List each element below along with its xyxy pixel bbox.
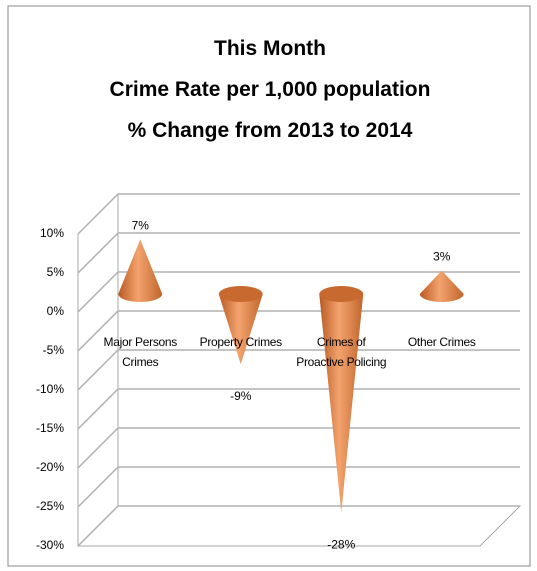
grid-line bbox=[77, 349, 520, 391]
cone bbox=[218, 286, 263, 365]
grid-line bbox=[77, 427, 520, 469]
cone-part bbox=[218, 286, 263, 302]
cone-part bbox=[419, 270, 464, 302]
grid-line bbox=[77, 193, 520, 235]
y-tick-label: -25% bbox=[36, 499, 64, 513]
y-tick-label: -20% bbox=[36, 460, 64, 474]
x-tick-label: Other Crimes bbox=[407, 335, 476, 349]
grid-line bbox=[77, 232, 520, 274]
cone-part bbox=[319, 286, 364, 302]
x-tick-label: Crimes of Proactive Policing bbox=[296, 335, 387, 369]
chart-title: % Change from 2013 to 2014 bbox=[128, 119, 413, 142]
y-tick-label: 10% bbox=[40, 226, 64, 240]
floor bbox=[76, 505, 522, 547]
y-tick-label: -15% bbox=[36, 421, 64, 435]
grid-line bbox=[77, 310, 520, 352]
y-tick-label: 0% bbox=[47, 304, 65, 318]
x-tick-label: Major Persons Crimes bbox=[103, 335, 178, 369]
cone-part bbox=[319, 294, 364, 513]
cone-part bbox=[218, 294, 263, 365]
cone bbox=[419, 270, 464, 302]
data-label: -28% bbox=[327, 537, 355, 551]
y-tick-label: -10% bbox=[36, 382, 64, 396]
cone bbox=[118, 239, 163, 302]
grid-line bbox=[77, 466, 520, 508]
cone bbox=[319, 286, 364, 513]
grid-line bbox=[77, 388, 520, 430]
y-tick-label: 5% bbox=[47, 265, 65, 279]
chart-title: Crime Rate per 1,000 population bbox=[110, 78, 431, 101]
data-label: 3% bbox=[433, 250, 451, 264]
grid-line bbox=[77, 271, 520, 313]
chart-title: This Month bbox=[214, 37, 326, 60]
chart-border bbox=[7, 5, 531, 567]
x-tick-label: Property Crimes bbox=[199, 335, 282, 349]
cone-part bbox=[118, 239, 163, 302]
data-label: 7% bbox=[132, 218, 150, 232]
grid-line bbox=[77, 505, 520, 547]
y-tick-label: -5% bbox=[43, 343, 65, 357]
data-label: -9% bbox=[230, 389, 252, 403]
y-tick-label: -30% bbox=[36, 538, 64, 552]
